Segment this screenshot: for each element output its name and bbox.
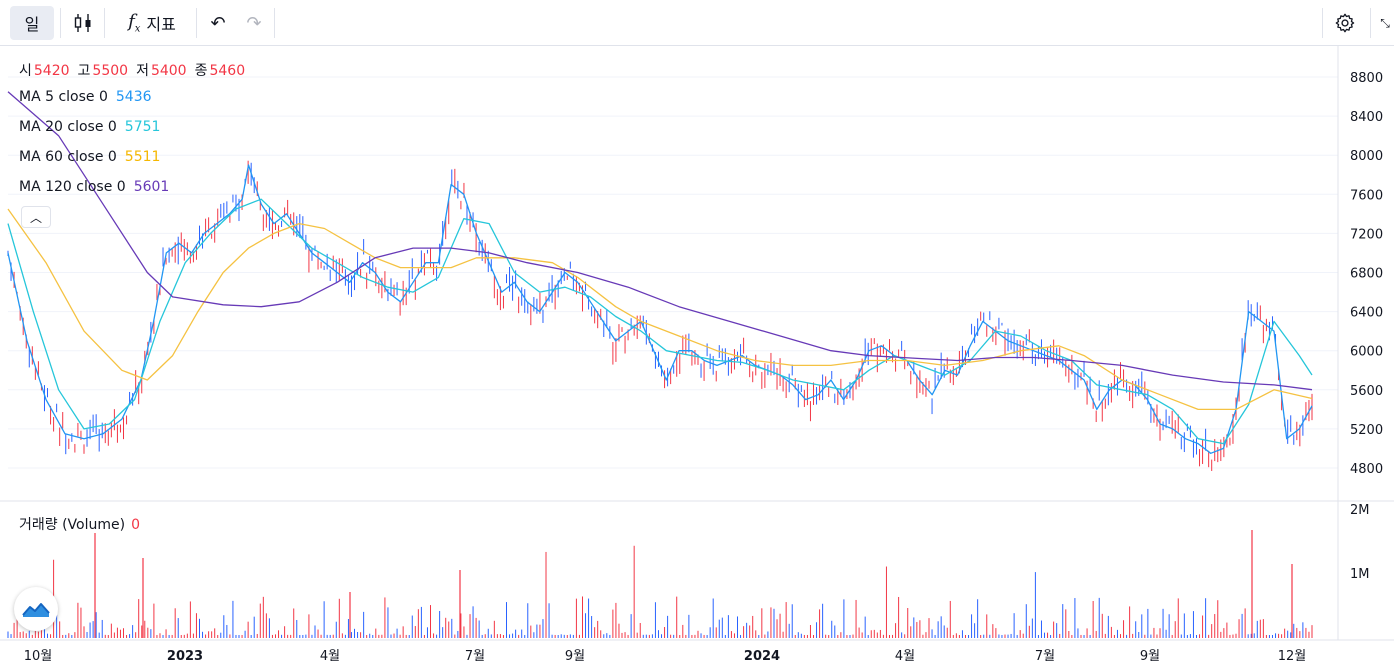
y-tick-label: 8000 (1350, 149, 1383, 164)
low-value: 5400 (150, 63, 187, 79)
ma5-value: 5436 (115, 89, 152, 105)
chart-grid (8, 76, 1338, 469)
ma120-label: MA 120 close 0 (19, 179, 126, 195)
x-tick-label: 4월 (895, 649, 915, 664)
close-label: 종 (194, 63, 208, 79)
chart-toolbar: 일 fx 지표 ↶ ↷ ⤡ (0, 0, 1394, 46)
x-tick-label: 9월 (565, 649, 585, 664)
collapse-legend-button[interactable]: ︿ (21, 206, 51, 228)
ma20-legend[interactable]: MA 20 close 0 5751 (19, 119, 162, 135)
high-label: 고 (77, 63, 91, 79)
ma5-label: MA 5 close 0 (19, 89, 108, 105)
ma-line (7, 208, 1313, 411)
y-tick-label: 7600 (1350, 188, 1383, 203)
volume-tick-label: 1M (1350, 567, 1370, 582)
toolbar-divider (60, 8, 61, 38)
logo-icon (22, 603, 50, 617)
toolbar-divider (104, 8, 105, 38)
y-tick-label: 6000 (1350, 345, 1383, 360)
price-chart[interactable]: 8800 8400 8000 7600 7200 6800 6400 6000 5600 5200… (0, 46, 1394, 666)
ohlc-legend: 시 5420 고 5500 저 5400 종 5460 (19, 60, 253, 80)
x-tick-label: 2024 (744, 649, 780, 664)
y-tick-label: 5200 (1350, 423, 1383, 438)
period-button[interactable]: 일 (10, 6, 54, 40)
ma120-legend[interactable]: MA 120 close 0 5601 (19, 179, 171, 195)
ma120-value: 5601 (133, 179, 170, 195)
function-icon: fx (128, 11, 141, 35)
candlestick-icon[interactable] (68, 6, 98, 40)
open-value: 5420 (33, 63, 70, 79)
x-tick-label: 2023 (167, 649, 203, 664)
ma20-value: 5751 (124, 119, 161, 135)
axes: 8800 8400 8000 7600 7200 6800 6400 6000 5600 5200… (0, 46, 1394, 664)
undo-icon[interactable]: ↶ (210, 12, 226, 34)
low-label: 저 (136, 63, 149, 79)
y-tick-label: 6800 (1350, 267, 1383, 282)
x-tick-label: 7월 (465, 649, 485, 664)
y-tick-label: 8400 (1350, 110, 1383, 125)
ma20-label: MA 20 close 0 (19, 119, 117, 135)
toolbar-divider (1322, 8, 1323, 38)
y-tick-label: 5600 (1350, 384, 1383, 399)
y-tick-label: 4800 (1350, 462, 1383, 477)
ma60-legend[interactable]: MA 60 close 0 5511 (19, 149, 162, 165)
x-tick-label: 7월 (1035, 649, 1055, 664)
ma-line (7, 164, 1313, 454)
volume-legend: 거래량 (Volume) 0 (19, 514, 140, 534)
ma-line (7, 91, 1313, 391)
y-tick-label: 8800 (1350, 71, 1383, 86)
volume-bars (7, 530, 1313, 638)
open-label: 시 (19, 63, 32, 79)
y-tick-label: 6400 (1350, 306, 1383, 321)
x-tick-label: 10월 (24, 649, 53, 664)
toolbar-divider (274, 8, 275, 38)
indicators-label: 지표 (146, 15, 176, 34)
toolbar-divider (196, 8, 197, 38)
ma60-value: 5511 (124, 149, 161, 165)
indicators-button[interactable]: fx 지표 (112, 6, 192, 40)
tradingview-logo[interactable] (14, 587, 58, 631)
moving-averages (7, 91, 1313, 454)
y-tick-label: 7200 (1350, 227, 1383, 242)
x-tick-label: 12월 (1278, 649, 1307, 664)
toolbar-divider (1370, 8, 1371, 38)
fullscreen-icon[interactable]: ⤡ (1380, 15, 1390, 30)
high-value: 5500 (92, 63, 129, 79)
ma60-label: MA 60 close 0 (19, 149, 117, 165)
chevron-up-icon: ︿ (29, 210, 42, 225)
volume-value: 0 (131, 517, 141, 533)
redo-icon[interactable]: ↷ (246, 12, 262, 34)
volume-tick-label: 2M (1350, 503, 1370, 518)
volume-label: 거래량 (Volume) (19, 517, 126, 533)
x-tick-label: 9월 (1140, 649, 1160, 664)
chart-area[interactable]: 8800 8400 8000 7600 7200 6800 6400 6000 5600 5200… (0, 46, 1394, 666)
ma5-legend[interactable]: MA 5 close 0 5436 (19, 89, 154, 105)
close-value: 5460 (209, 63, 246, 79)
x-tick-label: 4월 (320, 649, 340, 664)
ma-line (7, 198, 1313, 445)
gear-icon[interactable] (1328, 6, 1362, 40)
price-bars (7, 160, 1313, 471)
